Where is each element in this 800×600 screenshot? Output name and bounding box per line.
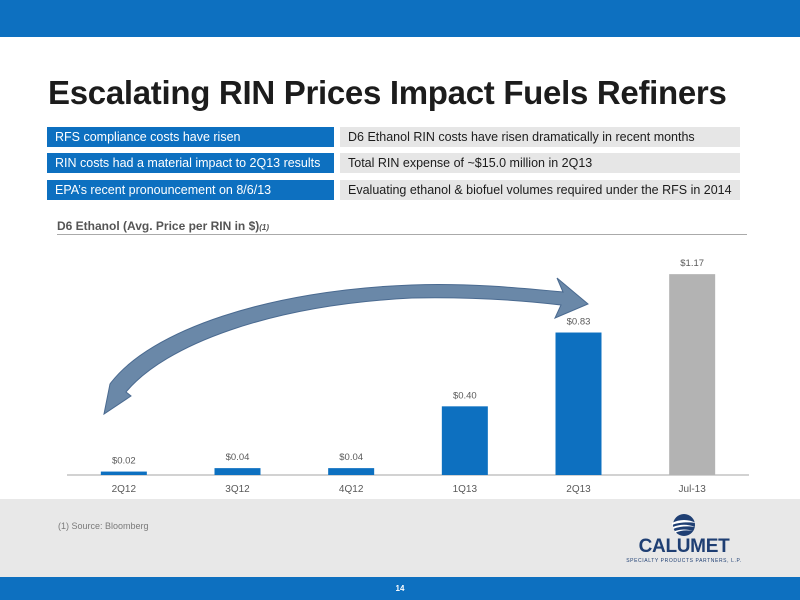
x-tick-label-1q13: 1Q13 bbox=[453, 484, 478, 495]
slide-title: Escalating RIN Prices Impact Fuels Refin… bbox=[48, 74, 727, 111]
chart-title: D6 Ethanol (Avg. Price per RIN in $)(1) bbox=[57, 219, 269, 233]
x-tick-label-2q13: 2Q13 bbox=[566, 484, 591, 495]
chart-title-rule bbox=[57, 234, 747, 235]
bar-4q12 bbox=[328, 468, 375, 475]
data-label-3q12: $0.04 bbox=[226, 452, 250, 463]
bottom-banner bbox=[0, 577, 800, 600]
bar-2q12 bbox=[100, 471, 147, 475]
highlight-left-2: RIN costs had a material impact to 2Q13 … bbox=[47, 153, 334, 173]
calumet-logo-icon bbox=[672, 514, 696, 536]
highlight-left-3: EPA’s recent pronouncement on 8/6/13 bbox=[47, 180, 334, 200]
data-label-2q13: $0.83 bbox=[567, 317, 591, 328]
footer-band bbox=[0, 499, 800, 577]
data-label-4q12: $0.04 bbox=[339, 452, 363, 463]
trend-arrow-icon bbox=[103, 277, 589, 416]
bar-jul-13 bbox=[669, 274, 716, 475]
data-label-jul-13: $1.17 bbox=[680, 258, 704, 269]
page-number: 14 bbox=[395, 584, 405, 593]
x-tick-label-2q12: 2Q12 bbox=[112, 484, 137, 495]
x-tick-label-3q12: 3Q12 bbox=[225, 484, 250, 495]
bar-1q13 bbox=[441, 406, 488, 475]
source-footnote: (1) Source: Bloomberg bbox=[58, 521, 149, 531]
chart-title-footnote-marker: (1) bbox=[259, 223, 270, 232]
bar-2q13 bbox=[555, 332, 602, 475]
data-label-2q12: $0.02 bbox=[112, 456, 136, 467]
highlight-right-1: D6 Ethanol RIN costs have risen dramatic… bbox=[340, 127, 740, 147]
highlight-left-1: RFS compliance costs have risen bbox=[47, 127, 334, 147]
logo-name: CALUMET bbox=[638, 536, 730, 557]
highlight-right-3: Evaluating ethanol & biofuel volumes req… bbox=[340, 180, 740, 200]
logo-subtitle: SPECIALTY PRODUCTS PARTNERS, L.P. bbox=[626, 558, 742, 564]
chart-title-text: D6 Ethanol (Avg. Price per RIN in $) bbox=[57, 219, 260, 233]
x-tick-label-jul-13: Jul-13 bbox=[679, 484, 707, 495]
bars-layer: $0.02 2Q12 $0.04 3Q12 $0.04 4Q12 $0.40 1Q13 $0.8… bbox=[67, 258, 749, 495]
data-label-1q13: $0.40 bbox=[453, 390, 477, 401]
highlight-right-2: Total RIN expense of ~$15.0 million in 2… bbox=[340, 153, 740, 173]
bar-3q12 bbox=[214, 468, 261, 475]
x-tick-label-4q12: 4Q12 bbox=[339, 484, 364, 495]
top-banner bbox=[0, 0, 800, 37]
